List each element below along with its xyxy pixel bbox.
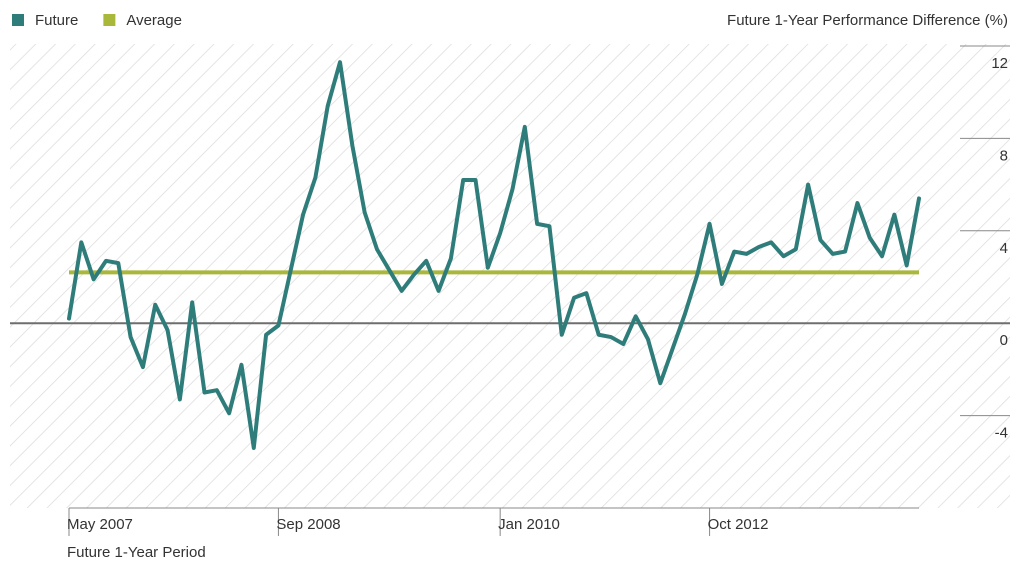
y-tick-label: -4 [995, 425, 1008, 442]
x-tick-label: May 2007 [67, 516, 133, 533]
legend-swatch [12, 14, 24, 26]
y-tick-label: 0 [1000, 332, 1008, 349]
x-tick-label: Oct 2012 [708, 516, 769, 533]
legend-swatch [103, 14, 116, 26]
legend-label: Average [126, 12, 182, 29]
x-axis-label: Future 1-Year Period [67, 544, 206, 561]
y-tick-label: 12 [991, 55, 1008, 72]
legend-label: Future [35, 12, 78, 29]
y-axis-label: Future 1-Year Performance Difference (%) [727, 12, 1008, 29]
future-line [67, 60, 921, 450]
y-tick-label: 4 [1000, 240, 1008, 257]
plot-background [10, 44, 1010, 508]
y-tick-label: 8 [1000, 147, 1008, 164]
x-tick-label: Jan 2010 [498, 516, 560, 533]
x-tick-label: Sep 2008 [276, 516, 340, 533]
